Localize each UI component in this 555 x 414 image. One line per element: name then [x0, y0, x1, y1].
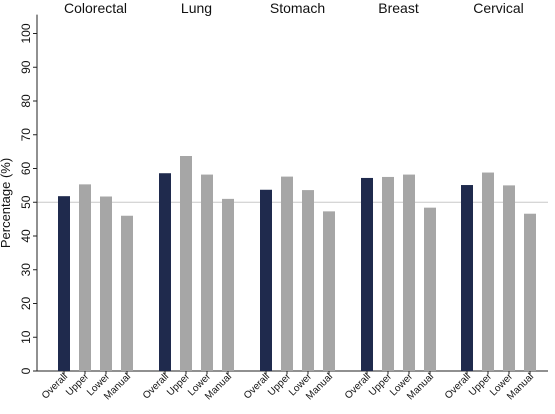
bar — [222, 198, 234, 371]
bar — [461, 185, 473, 371]
x-tick-label: Overall — [443, 371, 473, 401]
y-axis-label: Percentage (%) — [0, 158, 13, 248]
y-tick-label: 30 — [19, 263, 33, 277]
y-tick-label: 100 — [19, 23, 33, 43]
bar — [524, 213, 536, 371]
panel-title: Cervical — [473, 0, 524, 16]
bar — [482, 172, 494, 371]
y-tick-label: 50 — [19, 195, 33, 209]
x-tick-label: Overall — [141, 371, 171, 401]
y-tick-label: 10 — [19, 330, 33, 344]
y-tick-label: 80 — [19, 94, 33, 108]
bar — [403, 174, 415, 371]
y-tick-label: 0 — [19, 367, 33, 374]
y-tick-label: 90 — [19, 60, 33, 74]
bar — [121, 215, 133, 371]
bar — [503, 185, 515, 371]
bar — [100, 196, 112, 371]
bar — [281, 176, 293, 371]
bar — [201, 174, 213, 371]
y-tick-label: 60 — [19, 162, 33, 176]
x-tick-label: Overall — [242, 371, 272, 401]
bar — [361, 177, 373, 371]
x-tick-label: Overall — [40, 371, 70, 401]
bar — [382, 176, 394, 371]
bar — [180, 156, 192, 371]
bar — [323, 211, 335, 371]
y-tick-label: 70 — [19, 128, 33, 142]
bar — [260, 189, 272, 371]
y-tick-label: 40 — [19, 229, 33, 243]
bar — [58, 196, 70, 371]
bar — [302, 190, 314, 371]
bar — [159, 173, 171, 371]
panel-title: Stomach — [270, 0, 325, 16]
panel-title: Lung — [181, 0, 212, 16]
bar — [424, 207, 436, 371]
x-tick-label: Overall — [343, 371, 373, 401]
bar — [79, 184, 91, 371]
panel-title: Breast — [378, 0, 419, 16]
panel-title: Colorectal — [64, 0, 127, 16]
y-tick-label: 20 — [19, 297, 33, 311]
